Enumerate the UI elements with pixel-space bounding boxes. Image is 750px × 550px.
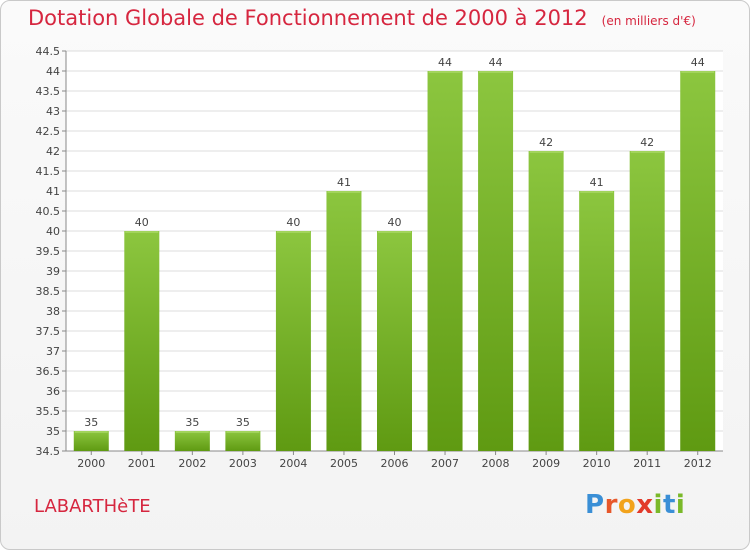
bar	[579, 191, 615, 451]
bar	[629, 151, 665, 451]
logo-letter: o	[617, 490, 637, 520]
y-tick-label: 37.5	[36, 325, 61, 338]
location-name: LABARTHèTE	[34, 496, 151, 517]
y-tick-label: 40	[46, 225, 60, 238]
y-tick-label: 43.5	[36, 85, 61, 98]
logo-letter: r	[604, 490, 618, 520]
logo-letter: t	[662, 490, 676, 520]
logo-letter: i	[675, 490, 686, 520]
x-tick-label: 2006	[381, 457, 409, 470]
data-label: 35	[84, 416, 98, 429]
y-tick-label: 44.5	[36, 45, 61, 58]
bar	[478, 71, 514, 451]
bar	[275, 231, 311, 451]
bar	[124, 231, 160, 451]
y-tick-label: 38	[46, 305, 60, 318]
x-tick-label: 2011	[633, 457, 661, 470]
data-label: 35	[185, 416, 199, 429]
logo-letter: P	[585, 490, 605, 520]
y-tick-label: 42	[46, 145, 60, 158]
bar	[225, 431, 261, 451]
y-tick-label: 41.5	[36, 165, 61, 178]
y-tick-label: 39	[46, 265, 60, 278]
x-tick-label: 2000	[77, 457, 105, 470]
bar	[680, 71, 716, 451]
y-tick-label: 43	[46, 105, 60, 118]
logo-letter: i	[653, 490, 663, 520]
bar	[377, 231, 412, 451]
data-label: 40	[286, 216, 300, 229]
x-tick-label: 2007	[431, 457, 459, 470]
y-tick-label: 36.5	[36, 365, 61, 378]
chart-title-text: Dotation Globale de Fonctionnement de 20…	[28, 6, 588, 30]
x-tick-label: 2012	[684, 457, 712, 470]
data-label: 42	[640, 136, 654, 149]
proxiti-logo: Proxiti	[585, 490, 685, 520]
data-label: 35	[236, 416, 250, 429]
data-label: 44	[489, 56, 503, 69]
y-tick-label: 35.5	[36, 405, 61, 418]
data-label: 40	[388, 216, 402, 229]
x-tick-label: 2005	[330, 457, 358, 470]
data-label: 41	[337, 176, 351, 189]
bar	[174, 431, 210, 451]
y-tick-label: 44	[46, 65, 60, 78]
bar	[427, 71, 463, 451]
data-label: 40	[135, 216, 149, 229]
data-label: 44	[691, 56, 705, 69]
bar	[326, 191, 362, 451]
chart-unit: (en milliers d'€)	[601, 14, 696, 28]
y-tick-label: 38.5	[36, 285, 61, 298]
bar	[528, 151, 564, 451]
y-tick-label: 39.5	[36, 245, 61, 258]
x-tick-label: 2004	[279, 457, 307, 470]
chart-title: Dotation Globale de Fonctionnement de 20…	[28, 6, 696, 30]
y-tick-label: 40.5	[36, 205, 61, 218]
x-tick-label: 2008	[482, 457, 510, 470]
bar	[73, 431, 109, 451]
y-tick-label: 41	[46, 185, 60, 198]
x-tick-label: 2002	[178, 457, 206, 470]
x-tick-label: 2003	[229, 457, 257, 470]
x-tick-label: 2010	[583, 457, 611, 470]
x-tick-label: 2001	[128, 457, 156, 470]
y-tick-label: 34.5	[36, 445, 61, 458]
data-label: 44	[438, 56, 452, 69]
y-tick-label: 42.5	[36, 125, 61, 138]
data-label: 42	[539, 136, 553, 149]
y-tick-label: 35	[46, 425, 60, 438]
x-tick-label: 2009	[532, 457, 560, 470]
logo-letter: x	[636, 490, 654, 520]
data-label: 41	[590, 176, 604, 189]
y-tick-label: 37	[46, 345, 60, 358]
y-tick-label: 36	[46, 385, 60, 398]
bar-chart: 34.5 35 35.5 36 36.5 37 37.5 38 38.5 39 39.5 40 40.5…	[36, 45, 723, 470]
